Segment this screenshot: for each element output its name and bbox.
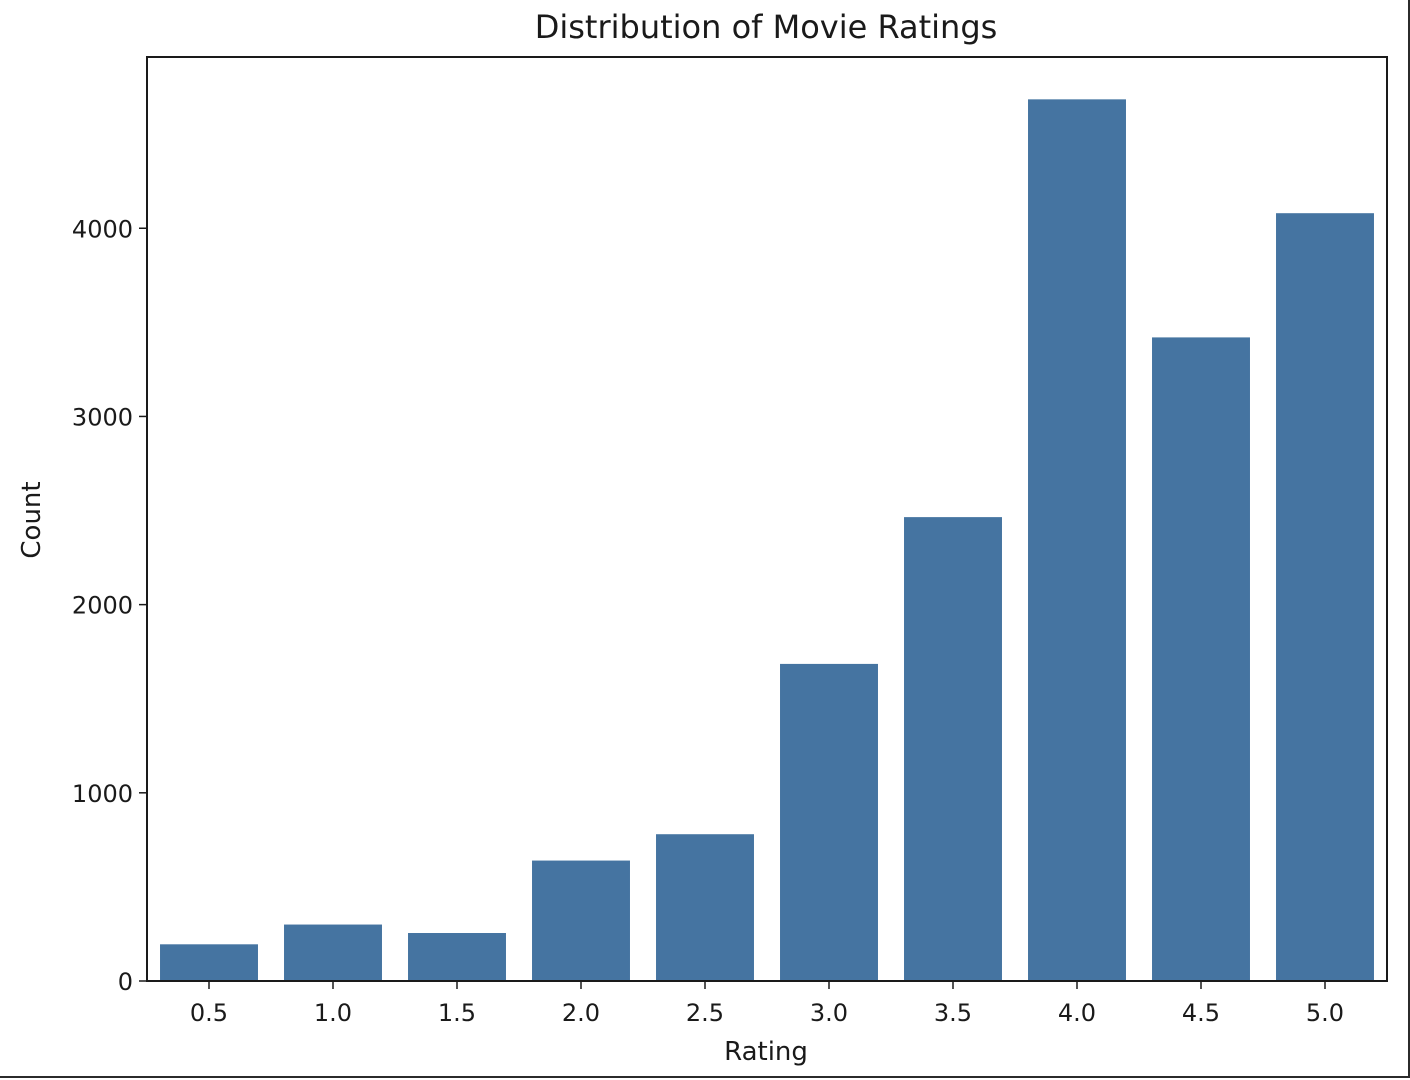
x-axis-ticks: 0.5 1.0 1.5 2.0 2.5 3.0 3.5 4.0 4.5 5.0 — [190, 981, 1344, 1027]
y-tick-label: 0 — [118, 968, 133, 996]
x-tick-label: 2.0 — [562, 999, 600, 1027]
bar-3-5 — [904, 517, 1002, 981]
x-tick-label: 3.0 — [810, 999, 848, 1027]
y-axis-ticks: 0 1000 2000 3000 4000 — [72, 215, 147, 996]
x-tick-label: 4.0 — [1058, 999, 1096, 1027]
y-tick-label: 3000 — [72, 403, 133, 431]
bar-5-0 — [1276, 213, 1374, 981]
y-tick-label: 2000 — [72, 592, 133, 620]
x-axis-label: Rating — [724, 1037, 808, 1067]
y-axis-label: Count — [17, 481, 47, 558]
bar-1-5 — [408, 933, 506, 981]
x-tick-label: 1.0 — [314, 999, 352, 1027]
y-tick-label: 4000 — [72, 215, 133, 243]
bar-2-5 — [656, 834, 754, 981]
bar-0-5 — [160, 944, 258, 981]
bar-4-5 — [1152, 337, 1250, 982]
y-tick-label: 1000 — [72, 780, 133, 808]
x-tick-label: 2.5 — [686, 999, 724, 1027]
bar-4-0 — [1028, 99, 1126, 981]
x-tick-label: 5.0 — [1306, 999, 1344, 1027]
bar-2-0 — [532, 860, 630, 981]
chart-title: Distribution of Movie Ratings — [535, 8, 998, 46]
bar-3-0 — [780, 663, 878, 981]
x-tick-label: 0.5 — [190, 999, 228, 1027]
plot-frame — [146, 56, 1388, 982]
bars-group — [160, 99, 1374, 982]
bar-1-0 — [284, 924, 382, 981]
x-tick-label: 3.5 — [934, 999, 972, 1027]
x-tick-label: 1.5 — [438, 999, 476, 1027]
x-tick-label: 4.5 — [1182, 999, 1220, 1027]
